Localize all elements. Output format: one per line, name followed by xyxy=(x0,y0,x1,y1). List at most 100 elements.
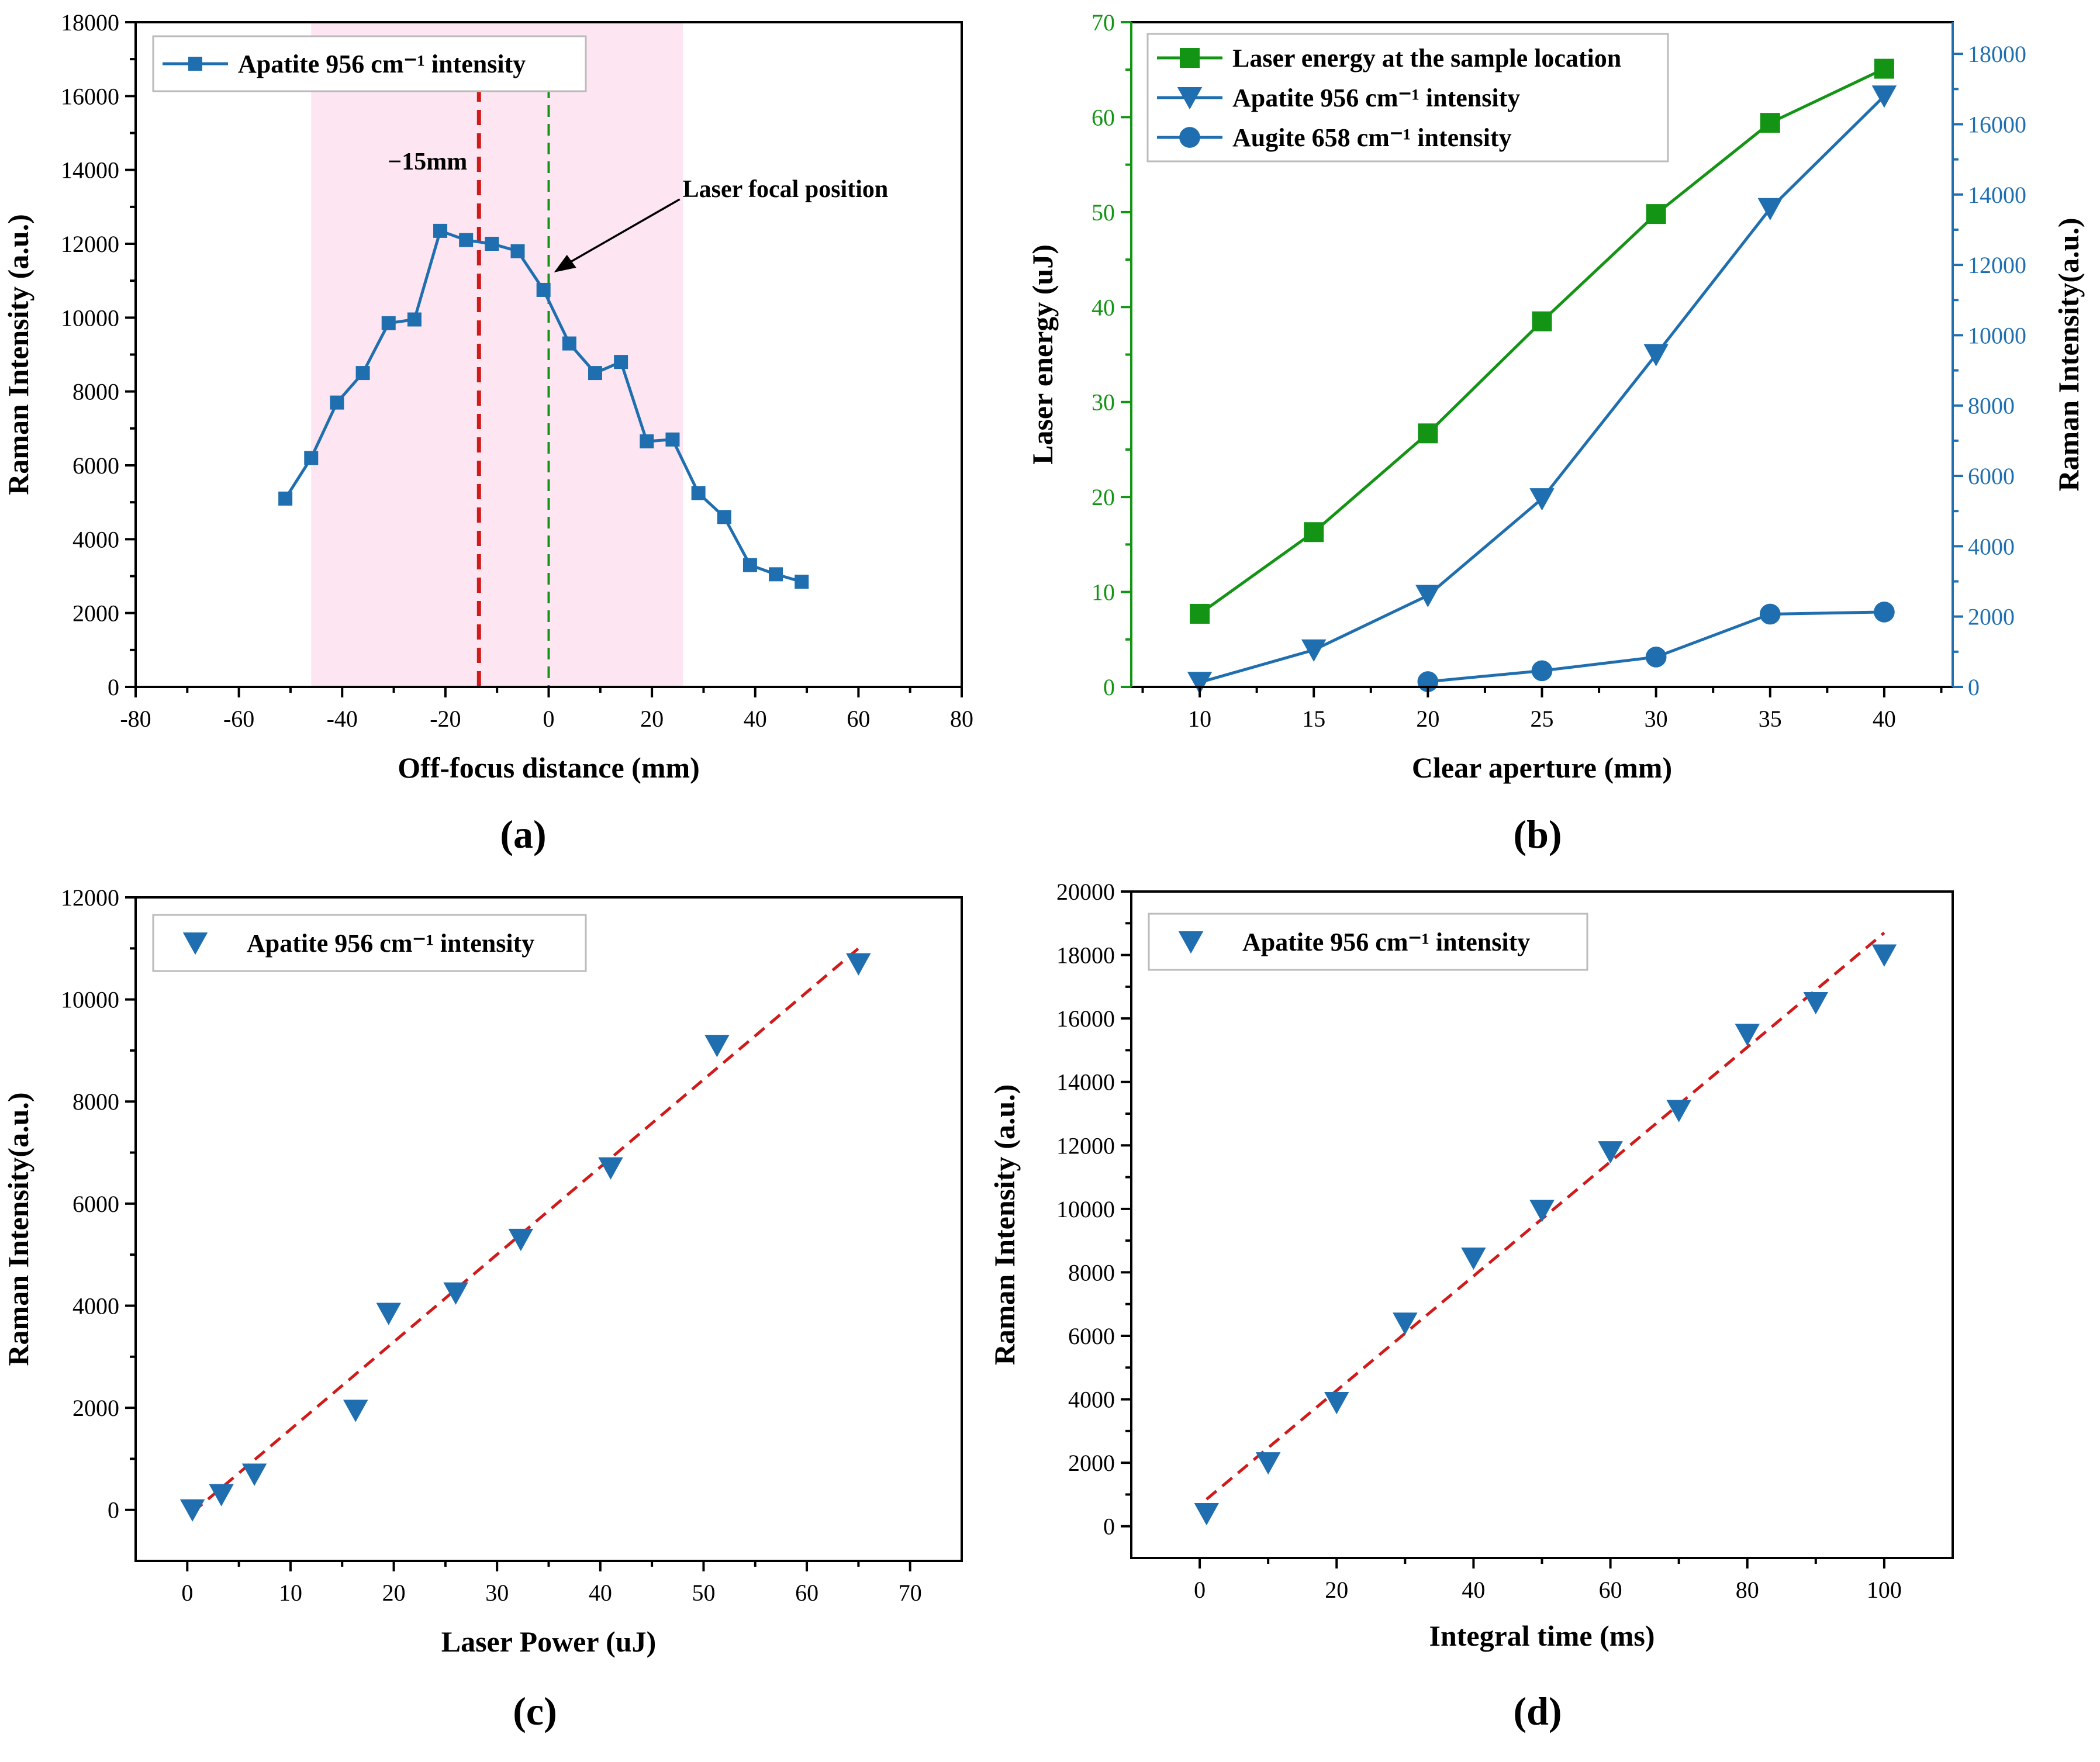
data-point xyxy=(1418,423,1438,444)
legend-box xyxy=(152,914,587,972)
series-2 xyxy=(1417,602,1895,692)
x-tick-label: 0 xyxy=(181,1580,193,1606)
data-point xyxy=(1393,1312,1418,1335)
data-point xyxy=(330,395,344,410)
y-tick-label: 12000 xyxy=(1056,1132,1115,1159)
data-point xyxy=(355,366,370,381)
data-point xyxy=(241,1463,267,1486)
x-tick-label: 10 xyxy=(279,1580,302,1606)
y-axis-title: Raman Intensity (a.u.) xyxy=(2,214,34,495)
data-point xyxy=(485,237,499,251)
data-point xyxy=(795,574,809,589)
data-point xyxy=(1532,311,1552,331)
data-point xyxy=(1190,603,1210,624)
panel-label: (b) xyxy=(1513,812,1562,856)
x-axis-title: Laser Power (uJ) xyxy=(441,1625,657,1658)
y2-tick-label: 4000 xyxy=(1968,533,2015,559)
data-point xyxy=(381,316,396,330)
x-tick-label: 80 xyxy=(950,706,973,732)
y-tick-label: 10000 xyxy=(61,305,119,331)
y-tick-label: 0 xyxy=(1103,1514,1115,1540)
x-tick-label: 0 xyxy=(543,706,555,732)
x-tick-label: 30 xyxy=(1645,706,1668,732)
series-0 xyxy=(179,953,871,1522)
y-tick-label: 0 xyxy=(108,1497,119,1523)
x-tick-label: 100 xyxy=(1867,1577,1902,1603)
data-point xyxy=(1759,603,1781,625)
data-point xyxy=(1871,85,1897,108)
data-point xyxy=(1666,1100,1691,1122)
legend: Laser energy at the sample location Apati… xyxy=(1146,33,1669,163)
chart-d: 0 20 40 60 80 100 0 2000 4000 6000 8000 10000 12000 1… xyxy=(988,879,1954,1733)
series-0 xyxy=(1194,944,1897,1526)
x-tick-label: 10 xyxy=(1188,706,1211,732)
data-point xyxy=(1803,991,1829,1015)
data-point xyxy=(640,434,654,448)
y-tick-label: 10000 xyxy=(1056,1196,1115,1222)
data-point xyxy=(614,355,628,369)
data-point xyxy=(665,432,680,447)
data-point xyxy=(1301,639,1327,662)
data-point xyxy=(1874,602,1895,623)
data-point xyxy=(376,1303,401,1325)
y-tick-label: 4000 xyxy=(72,526,119,552)
data-point xyxy=(1304,522,1324,543)
data-point xyxy=(443,1282,468,1305)
annotation-arrow-head xyxy=(554,254,576,272)
y2-tick-label: 12000 xyxy=(1968,252,2026,278)
y-tick-label: 12000 xyxy=(61,885,119,911)
y-tick-label: 2000 xyxy=(72,1395,119,1421)
x-tick-label: 80 xyxy=(1736,1577,1759,1603)
x-tick-label: 35 xyxy=(1759,706,1782,732)
y-tick-label: 14000 xyxy=(61,157,119,184)
x-tick-label: 60 xyxy=(1599,1577,1622,1603)
y-tick-label: 10 xyxy=(1092,579,1115,606)
x-tick-label: 60 xyxy=(795,1580,818,1606)
data-point xyxy=(1187,672,1213,695)
x-tick-label: 40 xyxy=(1873,706,1896,732)
legend-box xyxy=(1146,33,1669,163)
y-tick-label: 0 xyxy=(108,674,119,700)
annotation-arrow-line xyxy=(564,198,681,267)
y-tick-label: 2000 xyxy=(72,600,119,627)
data-point xyxy=(433,223,448,238)
data-point xyxy=(562,336,576,351)
y2-tick-label: 6000 xyxy=(1968,463,2015,489)
data-point xyxy=(1760,113,1780,133)
y-tick-label: 12000 xyxy=(61,231,119,257)
data-point xyxy=(1529,488,1555,511)
panel-label: (c) xyxy=(513,1689,557,1733)
legend: Apatite 956 cm⁻¹ intensity xyxy=(1148,913,1588,971)
y-tick-label: 14000 xyxy=(1056,1069,1115,1096)
data-point xyxy=(510,244,525,258)
legend-label: Apatite 956 cm⁻¹ intensity xyxy=(238,50,526,78)
y-tick-label: 20 xyxy=(1092,484,1115,510)
data-point xyxy=(407,312,422,327)
x-axis-title: Off-focus distance (mm) xyxy=(398,751,700,784)
data-point xyxy=(459,233,474,247)
data-point xyxy=(508,1228,534,1252)
series-1 xyxy=(1187,85,1897,695)
legend-marker xyxy=(1178,931,1204,954)
data-point xyxy=(304,451,319,465)
chart-a: −15mm Laser focal position -80 -60 -40 -20 0 20… xyxy=(2,9,973,856)
x-tick-label: 60 xyxy=(847,706,870,732)
chart-c: 0 10 20 30 40 50 60 70 0 2000 4000 6000 8000 10000 120… xyxy=(2,885,963,1733)
legend-marker xyxy=(188,57,202,71)
x-tick-label: 25 xyxy=(1531,706,1554,732)
y-tick-label: 50 xyxy=(1092,199,1115,226)
data-point xyxy=(278,491,293,506)
x-tick-label: 0 xyxy=(1194,1577,1206,1603)
legend-box xyxy=(1148,913,1588,971)
legend-marker xyxy=(182,932,208,955)
x-tick-label: 20 xyxy=(640,706,664,732)
legend-label: Apatite 956 cm⁻¹ intensity xyxy=(247,929,534,958)
y-tick-label: 10000 xyxy=(61,987,119,1013)
y-tick-label: 2000 xyxy=(1068,1450,1115,1476)
chart-b: 10 15 20 25 30 35 40 0 10 20 30 40 50 60 70 0 2000 4000 60… xyxy=(1026,9,2085,856)
data-point xyxy=(704,1035,730,1058)
data-point xyxy=(179,1499,205,1522)
data-point xyxy=(846,953,871,976)
y-tick-label: 40 xyxy=(1092,294,1115,320)
